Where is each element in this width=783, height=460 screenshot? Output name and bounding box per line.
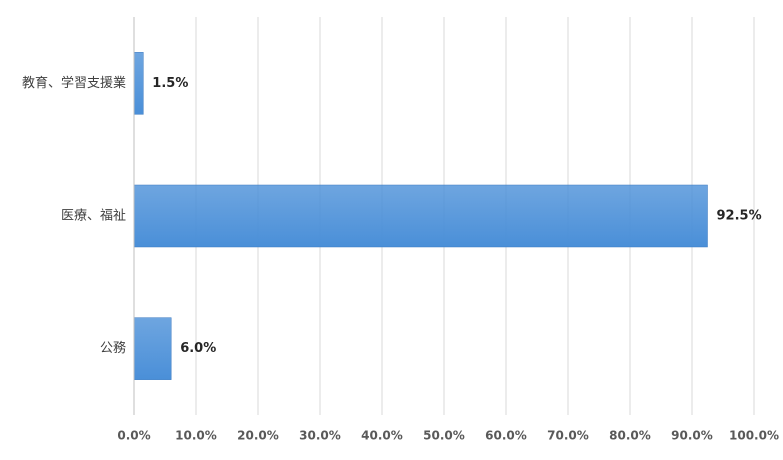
data-label: 92.5% [717, 209, 762, 224]
bar [133, 317, 172, 380]
bar [133, 52, 144, 115]
y-tick-label: 教育、学習支援業 [22, 75, 126, 91]
x-tick-label: 40.0% [361, 429, 403, 443]
data-label: 6.0% [180, 341, 216, 356]
x-tick-label: 20.0% [237, 429, 279, 443]
y-tick-label: 公務 [100, 341, 126, 356]
bar [133, 184, 708, 248]
x-tick-label: 10.0% [175, 429, 217, 443]
x-tick-label: 30.0% [299, 429, 341, 443]
x-tick-label: 80.0% [609, 429, 651, 443]
x-tick-label: 60.0% [485, 429, 527, 443]
x-tick-label: 100.0% [729, 429, 779, 443]
data-label: 1.5% [152, 76, 188, 91]
x-tick-label: 90.0% [671, 429, 713, 443]
x-tick-label: 50.0% [423, 429, 465, 443]
x-tick-label: 0.0% [117, 429, 150, 443]
y-tick-label: 医療、福祉 [61, 209, 126, 224]
x-tick-label: 70.0% [547, 429, 589, 443]
